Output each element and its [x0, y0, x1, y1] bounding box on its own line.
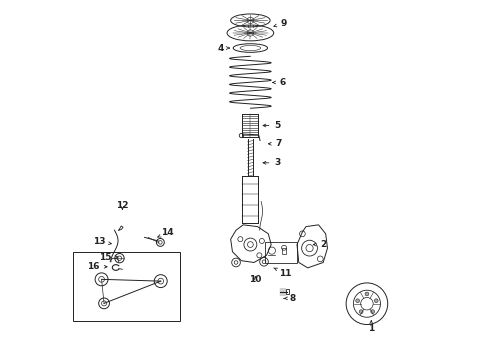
Text: 15: 15 — [99, 253, 118, 262]
Text: 3: 3 — [263, 158, 281, 167]
Text: 14: 14 — [158, 228, 173, 237]
Circle shape — [374, 299, 378, 302]
Text: 2: 2 — [313, 240, 326, 249]
Circle shape — [356, 299, 360, 302]
Circle shape — [365, 292, 369, 296]
Text: 1: 1 — [368, 321, 374, 333]
Text: 8: 8 — [284, 294, 296, 303]
Text: 12: 12 — [116, 201, 128, 210]
Text: 5: 5 — [263, 121, 281, 130]
Circle shape — [359, 310, 363, 314]
Text: 11: 11 — [274, 268, 292, 278]
Text: 4: 4 — [217, 44, 229, 53]
Bar — [282, 248, 286, 254]
Text: 10: 10 — [249, 275, 262, 284]
Bar — [286, 289, 290, 294]
Text: 16: 16 — [87, 262, 107, 271]
Text: 9: 9 — [274, 19, 287, 28]
Text: 13: 13 — [93, 237, 111, 246]
Text: 7: 7 — [269, 139, 282, 148]
Bar — [73, 252, 180, 320]
Bar — [265, 242, 297, 263]
Circle shape — [371, 310, 374, 314]
Text: 6: 6 — [273, 78, 285, 87]
